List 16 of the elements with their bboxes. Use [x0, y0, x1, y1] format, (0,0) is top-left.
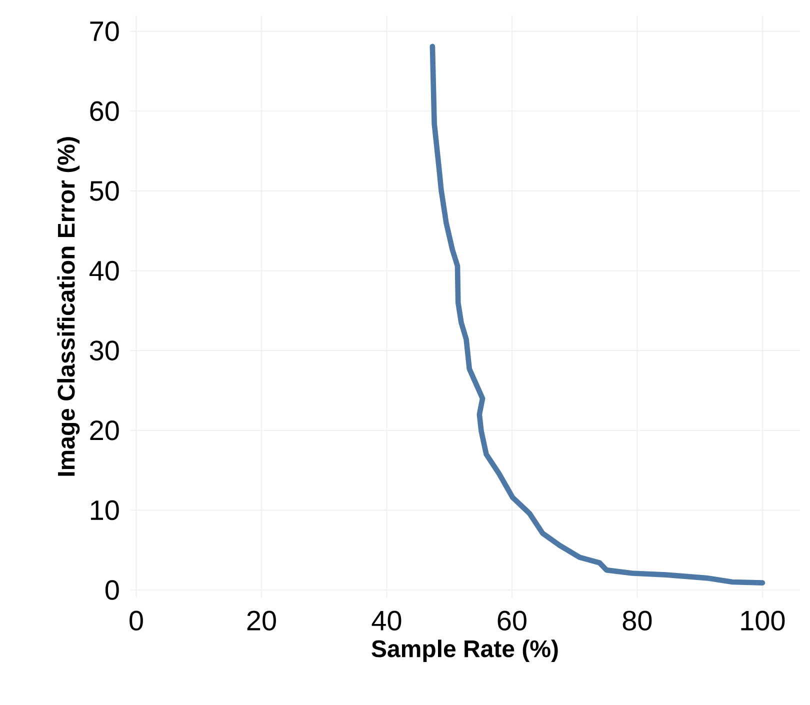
y-tick-label: 60 — [90, 101, 119, 122]
x-tick-label: 40 — [372, 610, 402, 631]
x-tick-label: 80 — [622, 610, 652, 631]
x-tick-label: 0 — [130, 610, 143, 631]
y-tick-label: 30 — [90, 340, 119, 360]
y-axis-title: Image Classification Error (%) — [57, 137, 80, 476]
y-tick-label: 40 — [89, 260, 119, 281]
x-tick-label: 100 — [741, 610, 785, 631]
y-tick-label: 20 — [90, 420, 119, 440]
y-tick-label: 0 — [105, 580, 119, 600]
x-tick-label: 20 — [247, 610, 276, 631]
x-axis-title: Sample Rate (%) — [372, 640, 558, 662]
y-tick-label: 70 — [90, 21, 119, 42]
y-tick-label: 50 — [90, 181, 119, 201]
x-tick-label: 60 — [498, 610, 526, 631]
y-tick-label: 10 — [90, 500, 119, 520]
